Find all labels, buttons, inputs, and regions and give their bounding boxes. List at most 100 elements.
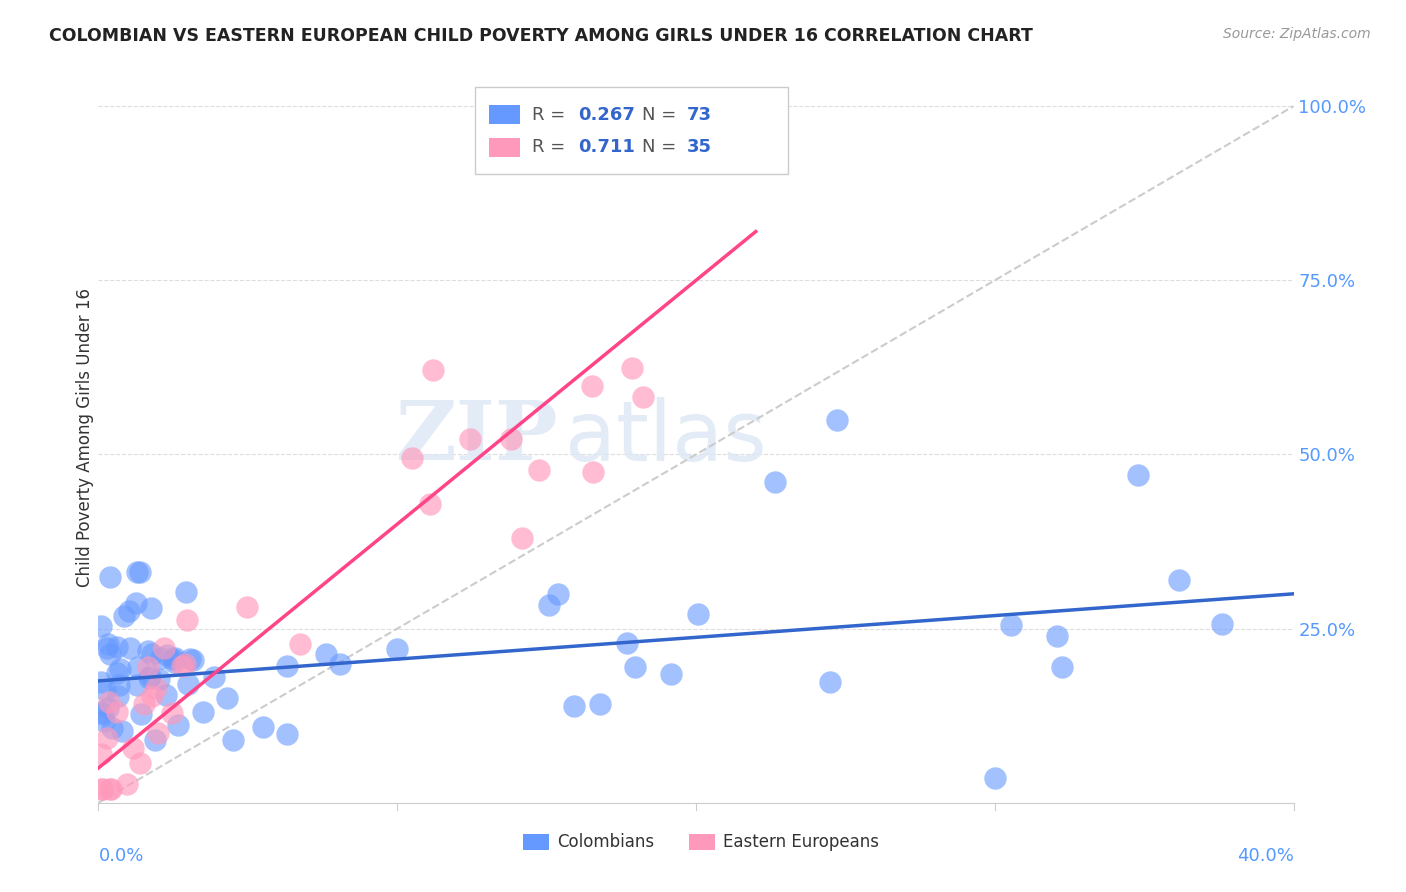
Point (93, 707, 115, 722)
Text: R =: R = (533, 105, 571, 123)
Point (98, 647, 121, 661)
Point (1052, 660, 1074, 674)
Point (181, 652, 204, 666)
Point (984, 772, 1007, 786)
Point (547, 587, 569, 601)
Point (149, 651, 172, 665)
FancyBboxPatch shape (523, 834, 548, 850)
Point (97, 700, 120, 714)
Point (153, 641, 176, 656)
Point (686, 607, 709, 621)
Text: 0.0%: 0.0% (98, 847, 143, 864)
Point (385, 641, 408, 656)
Point (165, 650, 187, 665)
Text: Eastern Europeans: Eastern Europeans (724, 833, 880, 851)
FancyBboxPatch shape (689, 834, 716, 850)
Point (155, 688, 177, 702)
Point (111, 724, 134, 739)
Point (176, 613, 198, 627)
Point (173, 657, 195, 671)
Point (127, 677, 149, 691)
Point (138, 671, 160, 685)
Point (1211, 616, 1233, 631)
Point (118, 604, 141, 618)
Point (763, 475, 786, 490)
Point (145, 681, 167, 696)
Point (610, 117, 633, 131)
Point (562, 699, 585, 714)
Point (90, 781, 112, 796)
FancyBboxPatch shape (489, 105, 520, 124)
Point (134, 698, 156, 712)
Point (315, 647, 337, 661)
Point (141, 689, 163, 703)
Text: Source: ZipAtlas.com: Source: ZipAtlas.com (1223, 27, 1371, 41)
Point (1167, 573, 1189, 587)
Point (115, 776, 138, 790)
Point (118, 641, 141, 656)
Point (112, 608, 135, 623)
Point (105, 640, 128, 654)
Point (141, 647, 163, 661)
Point (276, 727, 298, 741)
Point (1000, 618, 1022, 632)
Point (616, 636, 638, 650)
Point (422, 363, 444, 377)
Point (100, 781, 122, 796)
Point (94, 683, 117, 698)
Point (107, 689, 129, 703)
Point (163, 655, 186, 669)
Point (581, 379, 603, 393)
Point (90, 747, 112, 761)
Point (401, 450, 423, 465)
Point (124, 596, 146, 610)
Point (139, 669, 162, 683)
Point (222, 733, 245, 747)
Text: Colombians: Colombians (557, 833, 654, 851)
Point (589, 697, 612, 711)
Point (93, 714, 115, 729)
Point (288, 637, 311, 651)
Text: N =: N = (643, 105, 682, 123)
Point (162, 651, 184, 665)
Point (98, 695, 121, 709)
Point (96, 641, 118, 656)
Text: R =: R = (533, 138, 576, 156)
Point (252, 721, 274, 735)
Point (156, 648, 179, 662)
Point (129, 706, 152, 721)
Point (825, 412, 848, 426)
Point (129, 565, 152, 579)
Text: 35: 35 (686, 138, 711, 156)
Point (141, 601, 163, 615)
Point (98, 781, 121, 796)
Point (105, 705, 128, 719)
Point (217, 690, 239, 705)
Text: 0.711: 0.711 (578, 138, 634, 156)
Point (136, 643, 159, 657)
Point (108, 678, 131, 692)
Point (160, 706, 183, 721)
Text: COLOMBIAN VS EASTERN EUROPEAN CHILD POVERTY AMONG GIRLS UNDER 16 CORRELATION CHA: COLOMBIAN VS EASTERN EUROPEAN CHILD POVE… (49, 27, 1033, 45)
Point (191, 705, 214, 719)
Text: N =: N = (643, 138, 682, 156)
Point (236, 599, 259, 614)
Point (148, 672, 170, 686)
Point (499, 433, 522, 447)
Point (146, 726, 169, 740)
Point (172, 659, 194, 673)
Point (105, 666, 128, 681)
Point (129, 756, 152, 770)
Point (96, 731, 118, 746)
Point (419, 497, 441, 511)
Point (101, 721, 124, 735)
Point (136, 660, 159, 674)
Point (460, 433, 482, 447)
Point (90, 705, 112, 719)
Point (621, 361, 644, 376)
Point (582, 465, 605, 479)
Point (818, 675, 841, 690)
Text: 73: 73 (686, 105, 711, 123)
Point (125, 565, 148, 579)
Text: 0.267: 0.267 (578, 105, 634, 123)
